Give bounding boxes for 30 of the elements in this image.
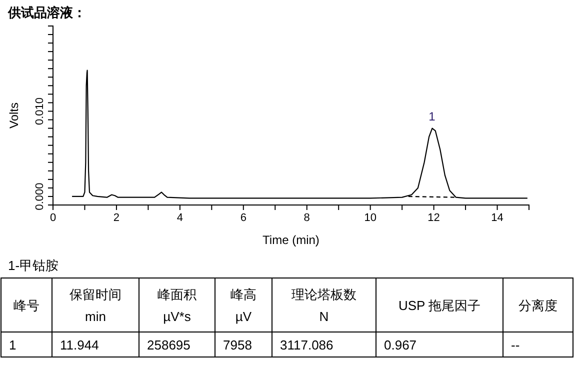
text: USP 拖尾因子 bbox=[398, 298, 481, 313]
text: 峰高 µV bbox=[230, 287, 256, 324]
text: 1 bbox=[9, 338, 16, 352]
y-axis-title: Volts bbox=[7, 102, 21, 129]
x-tick-label: 4 bbox=[176, 212, 183, 224]
text: 3117.086 bbox=[280, 338, 334, 352]
text: 分离度 bbox=[518, 298, 558, 313]
x-tick-label: 14 bbox=[491, 212, 504, 224]
x-tick-label: 6 bbox=[240, 212, 246, 224]
text: 258695 bbox=[147, 338, 190, 352]
text: 理论塔板数 N bbox=[292, 287, 356, 324]
text: 保留时间 min bbox=[70, 287, 122, 324]
x-axis-title: Time (min) bbox=[262, 233, 320, 247]
y-tick-label: 0.000 bbox=[34, 182, 46, 210]
x-tick-label: 0 bbox=[50, 212, 56, 224]
text: 1-甲钴胺 bbox=[8, 258, 59, 273]
y-tick-label: 0.010 bbox=[34, 97, 46, 126]
text: -- bbox=[511, 338, 520, 352]
line-series bbox=[71, 70, 528, 199]
text: 峰面积 µV*s bbox=[158, 287, 196, 324]
chart-title: 供试品溶液： bbox=[7, 5, 86, 20]
text: 0.967 bbox=[384, 338, 417, 352]
annotation: 1 bbox=[428, 109, 436, 124]
text: 峰号 bbox=[14, 298, 40, 313]
x-tick-label: 12 bbox=[428, 212, 440, 224]
x-tick-label: 2 bbox=[113, 212, 120, 224]
x-tick-label: 10 bbox=[364, 212, 376, 224]
x-tick-label: 8 bbox=[304, 212, 310, 224]
text: 11.944 bbox=[60, 338, 99, 352]
text: 7958 bbox=[223, 338, 252, 352]
